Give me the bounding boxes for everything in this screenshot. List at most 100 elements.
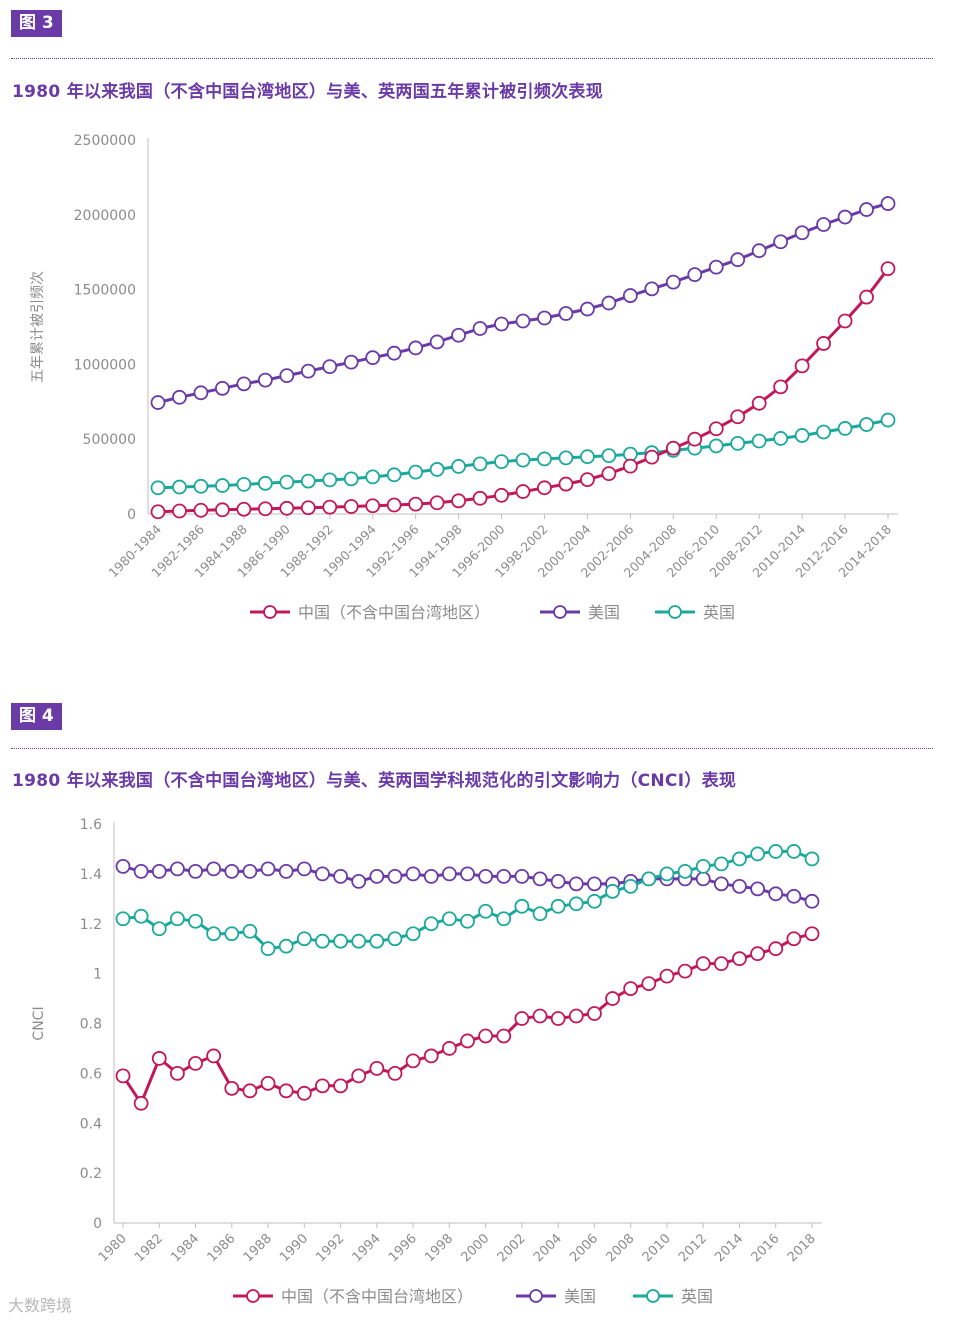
- data-point-uk: [278, 938, 294, 954]
- legend-marker-china: [263, 605, 277, 619]
- data-point-china: [296, 1085, 312, 1101]
- data-point-uk: [257, 475, 273, 491]
- data-point-uk: [859, 417, 874, 432]
- data-point-uk: [768, 844, 784, 859]
- data-point-china: [215, 502, 230, 518]
- data-point-usa: [496, 868, 512, 884]
- data-point-usa: [708, 259, 724, 275]
- data-point-usa: [460, 866, 475, 882]
- y-axis-label: 五年累计被引频次: [30, 271, 46, 383]
- y-tick-label: 0.4: [80, 1116, 102, 1132]
- data-point-uk: [429, 462, 445, 477]
- data-point-china: [859, 289, 874, 305]
- x-tick-label: 1982: [132, 1231, 166, 1265]
- figure3-divider: [11, 58, 933, 59]
- data-point-china: [369, 1060, 385, 1076]
- data-point-uk: [601, 448, 617, 464]
- data-point-china: [751, 395, 767, 411]
- y-tick-label: 2000000: [74, 208, 136, 224]
- x-tick-label: 1986: [205, 1231, 239, 1265]
- data-point-china: [236, 501, 252, 517]
- data-point-china: [659, 968, 675, 984]
- data-point-uk: [695, 858, 711, 874]
- y-tick-label: 0: [93, 1216, 102, 1232]
- data-point-usa: [794, 225, 810, 241]
- data-point-usa: [405, 866, 421, 882]
- data-point-usa: [423, 868, 439, 884]
- data-point-uk: [880, 412, 896, 428]
- data-point-uk: [296, 931, 312, 947]
- data-point-china: [622, 458, 638, 474]
- data-point-usa: [408, 340, 424, 356]
- data-point-usa: [859, 202, 874, 217]
- data-point-uk: [215, 478, 230, 493]
- data-point-usa: [695, 871, 711, 887]
- data-point-china: [451, 493, 466, 509]
- data-point-china: [193, 502, 209, 518]
- data-point-uk: [386, 467, 402, 483]
- figure4-title: 1980 年以来我国（不含中国台湾地区）与美、英两国学科规范化的引文影响力（CN…: [12, 771, 737, 791]
- data-point-china: [677, 963, 693, 979]
- data-point-china: [300, 500, 316, 516]
- data-point-usa: [558, 306, 574, 321]
- data-point-china: [568, 1008, 584, 1024]
- data-point-china: [460, 1033, 475, 1049]
- data-point-china: [804, 926, 820, 942]
- data-point-china: [278, 1083, 294, 1099]
- data-point-uk: [387, 931, 403, 947]
- y-tick-label: 1: [93, 967, 102, 983]
- data-point-china: [242, 1083, 258, 1099]
- data-point-usa: [242, 863, 258, 879]
- x-tick-label: 2008: [604, 1231, 638, 1265]
- data-point-china: [786, 931, 802, 947]
- data-point-uk: [242, 923, 258, 939]
- x-tick-label: 2016: [749, 1231, 783, 1265]
- data-point-uk: [622, 446, 638, 462]
- data-point-usa: [257, 372, 273, 388]
- legend-label-uk: 英国: [681, 1287, 713, 1306]
- data-point-china: [532, 1008, 548, 1024]
- figure4-divider: [11, 748, 933, 749]
- legend-label-china: 中国（不含中国台湾地区）: [298, 603, 490, 622]
- legend-marker-usa: [529, 1289, 543, 1303]
- data-point-china: [333, 1078, 348, 1094]
- data-point-uk: [837, 421, 853, 436]
- figure4-tag: 图 4: [11, 703, 62, 730]
- legend-marker-uk: [668, 605, 682, 619]
- data-point-uk: [580, 449, 595, 465]
- data-point-china: [601, 466, 617, 482]
- data-point-china: [172, 503, 187, 519]
- data-point-usa: [151, 863, 167, 879]
- data-point-usa: [115, 858, 131, 874]
- data-point-uk: [786, 844, 802, 859]
- data-point-china: [580, 472, 595, 487]
- data-point-uk: [773, 431, 789, 446]
- data-point-usa: [260, 861, 276, 877]
- data-point-uk: [115, 911, 131, 927]
- data-point-china: [408, 496, 424, 512]
- data-point-uk: [460, 913, 475, 929]
- data-point-uk: [532, 906, 548, 922]
- data-point-china: [387, 1065, 403, 1081]
- data-point-china: [496, 1028, 512, 1044]
- data-point-china: [713, 956, 729, 972]
- data-point-usa: [804, 893, 820, 909]
- data-point-china: [605, 991, 620, 1006]
- data-point-uk: [494, 454, 509, 470]
- data-point-china: [133, 1095, 149, 1111]
- y-tick-label: 0.2: [80, 1166, 102, 1182]
- data-point-usa: [515, 313, 531, 329]
- x-tick-label: 2018: [785, 1231, 819, 1265]
- data-point-china: [837, 313, 853, 329]
- data-point-usa: [172, 389, 187, 405]
- x-tick-label: 2000: [458, 1231, 492, 1265]
- data-point-uk: [514, 898, 530, 914]
- data-point-china: [257, 501, 273, 517]
- figure3-tag: 图 3: [11, 10, 62, 37]
- data-point-china: [322, 499, 338, 515]
- data-point-china: [695, 956, 711, 972]
- data-point-uk: [550, 898, 566, 914]
- x-tick-label: 2010: [640, 1231, 674, 1265]
- data-point-usa: [188, 863, 203, 879]
- data-point-uk: [623, 878, 639, 894]
